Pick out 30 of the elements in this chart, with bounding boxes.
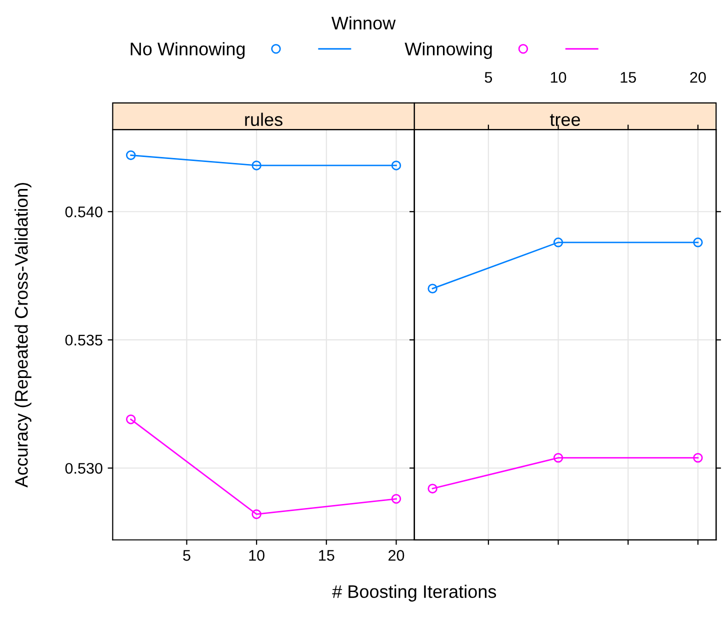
point [391,160,402,170]
chart-title: tree [550,114,580,126]
x-tick-label: 20 [388,550,404,561]
point [391,494,402,504]
x-tick-label: 10 [249,550,264,561]
y-tick-label: 0.535 [65,334,102,346]
x2-tick-label: 10 [550,72,566,83]
legend-label: No Winnowing [130,42,245,59]
point [553,238,564,248]
point [252,509,262,520]
y-tick-label: 0.540 [65,206,102,218]
y-axis-title: Accuracy (Repeated Cross-Validation) [14,182,32,488]
legend-title: Winnow [331,16,396,30]
legend-label: Winnowing [404,42,492,59]
x-tick-label: 5 [183,550,190,561]
point [693,238,703,248]
x2-tick-label: 20 [690,72,706,83]
point [126,414,136,424]
x-axis-title: # Boosting Iterations [332,584,496,602]
x2-tick-label: 5 [484,72,492,83]
point [428,284,438,294]
point [693,452,703,463]
y-tick-label: 0.530 [65,462,102,474]
x-tick-label: 15 [319,550,334,561]
point [428,484,438,494]
chart-title: rules [245,112,282,126]
x2-tick-label: 15 [620,72,636,83]
point [553,452,564,463]
point [252,160,262,170]
point [126,150,136,160]
